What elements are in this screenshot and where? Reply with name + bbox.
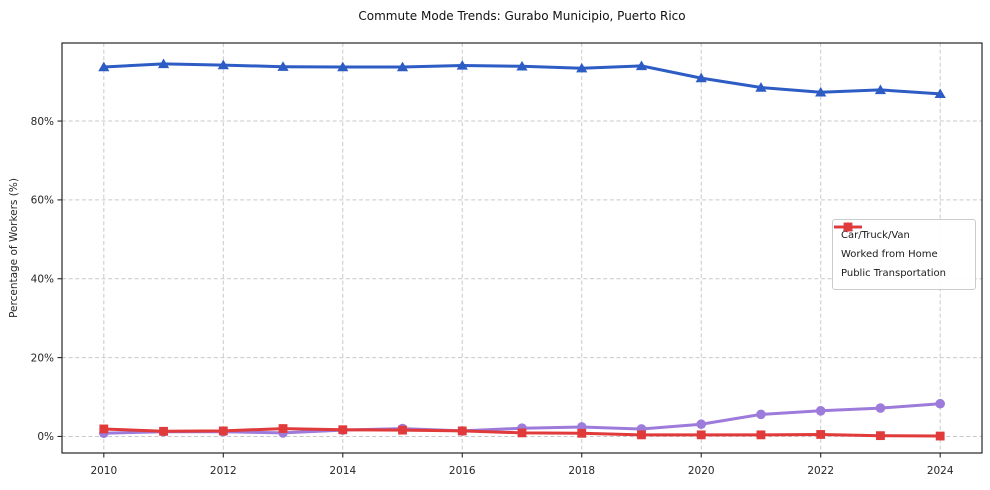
marker-worked-from-home-2024 <box>935 398 945 409</box>
marker-worked-from-home-2021 <box>756 409 766 420</box>
marker-public-transportation-2016 <box>457 426 467 436</box>
marker-car-truck-van-2012 <box>217 59 229 70</box>
x-tick-label: 2018 <box>568 465 595 477</box>
marker-car-truck-van-2013 <box>277 61 289 71</box>
marker-public-transportation-2010 <box>99 424 109 434</box>
marker-car-truck-van-2014 <box>337 61 349 72</box>
legend-label: Worked from Home <box>841 249 938 260</box>
legend-label: Car/Truck/Van <box>841 230 910 241</box>
marker-car-truck-van-2017 <box>516 60 528 71</box>
x-tick-label: 2010 <box>90 465 117 477</box>
marker-car-truck-van-2022 <box>815 86 827 97</box>
marker-public-transportation-2019 <box>637 430 646 440</box>
y-tick-label: 80% <box>31 116 54 128</box>
marker-worked-from-home-2023 <box>875 403 886 413</box>
marker-public-transportation-2012 <box>218 426 228 436</box>
marker-public-transportation-2014 <box>338 425 348 435</box>
legend-item-public-transportation: Public Transportation <box>834 222 967 283</box>
x-tick-label: 2022 <box>807 465 834 477</box>
legend-label: Public Transportation <box>841 268 946 279</box>
chart-title: Commute Mode Trends: Gurabo Municipio, P… <box>358 9 686 23</box>
line-square-marker-icon <box>834 222 862 232</box>
marker-public-transportation-2017 <box>517 428 527 438</box>
marker-car-truck-van-2023 <box>874 84 887 95</box>
marker-worked-from-home-2022 <box>815 406 826 416</box>
marker-public-transportation-2021 <box>756 430 766 440</box>
y-tick-label: 20% <box>31 352 54 364</box>
marker-public-transportation-2013 <box>278 424 288 433</box>
marker-car-truck-van-2010 <box>98 61 110 72</box>
x-tick-label: 2016 <box>449 465 476 477</box>
y-tick-label: 40% <box>31 273 54 285</box>
x-tick-label: 2014 <box>329 465 356 477</box>
marker-car-truck-van-2024 <box>934 88 946 99</box>
marker-public-transportation-2023 <box>876 431 885 441</box>
marker-car-truck-van-2019 <box>635 60 648 71</box>
marker-public-transportation-2015 <box>398 425 407 435</box>
y-tick-label: 60% <box>31 195 54 207</box>
legend: Car/Truck/Van Worked from Home Public Tr… <box>832 219 976 290</box>
marker-car-truck-van-2020 <box>695 72 707 83</box>
marker-car-truck-van-2018 <box>576 62 588 73</box>
marker-worked-from-home-2020 <box>696 419 707 430</box>
marker-car-truck-van-2021 <box>755 82 767 92</box>
marker-car-truck-van-2016 <box>456 60 468 70</box>
marker-car-truck-van-2011 <box>157 58 170 69</box>
x-tick-label: 2012 <box>210 465 237 477</box>
x-tick-label: 2020 <box>688 465 715 477</box>
marker-public-transportation-2011 <box>159 426 168 436</box>
marker-public-transportation-2024 <box>935 431 945 441</box>
marker-public-transportation-2022 <box>816 430 826 439</box>
marker-public-transportation-2018 <box>577 428 587 438</box>
marker-car-truck-van-2015 <box>396 61 409 72</box>
plot-frame <box>61 42 983 454</box>
y-tick-label: 0% <box>37 431 54 443</box>
legend-item-worked-from-home: Worked from Home <box>834 222 967 264</box>
x-tick-label: 2024 <box>927 465 954 477</box>
marker-public-transportation-2020 <box>696 430 706 440</box>
